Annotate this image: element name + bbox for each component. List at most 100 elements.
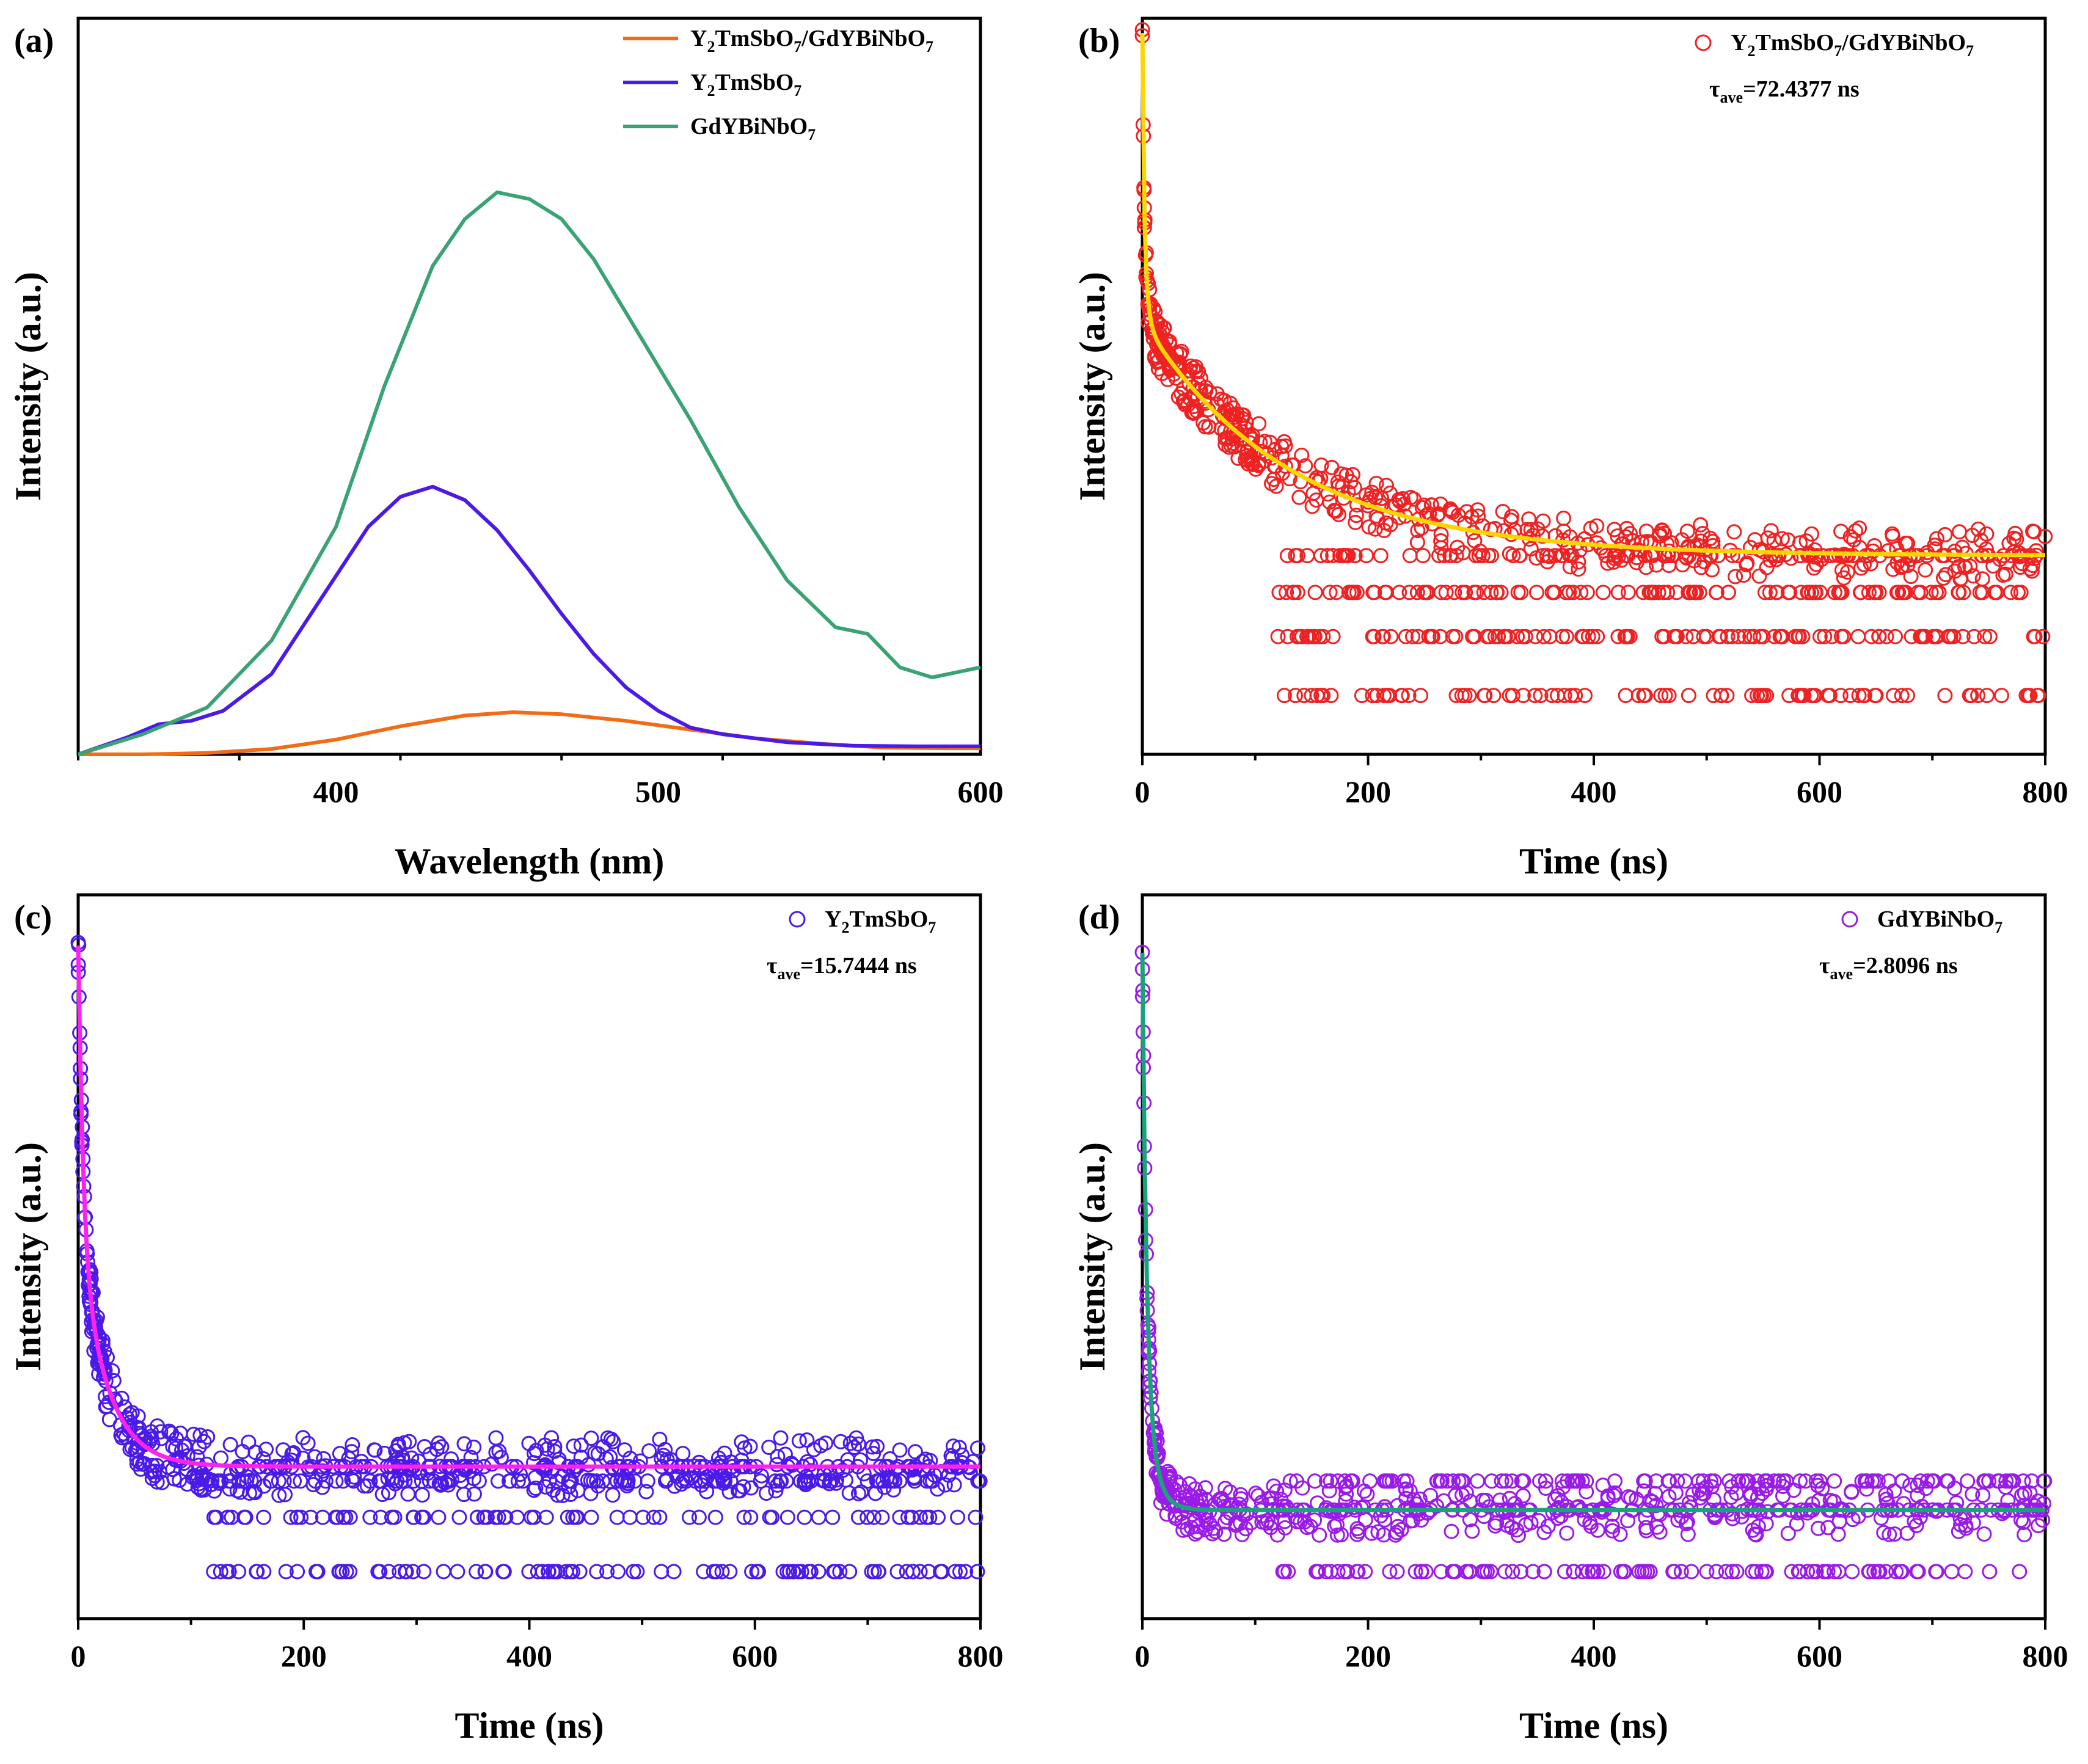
decay-point: [1651, 585, 1666, 600]
decay-point: [2014, 1487, 2030, 1503]
decay-point: [1574, 1473, 1590, 1489]
decay-point: [1202, 384, 1217, 400]
decay-point: [794, 1564, 809, 1580]
decay-point: [682, 1509, 697, 1525]
decay-point: [1197, 1480, 1213, 1496]
decay-point: [1987, 585, 2002, 600]
x-tick-label: 400: [313, 774, 359, 809]
x-axis-label: Time (ns): [1519, 841, 1668, 881]
decay-point: [1774, 531, 1790, 547]
decay-point: [1555, 548, 1571, 564]
decay-point: [1751, 1481, 1767, 1496]
decay-point: [342, 1564, 358, 1580]
decay-point: [405, 1564, 421, 1580]
decay-point: [1796, 688, 1812, 704]
decay-point: [1653, 688, 1669, 704]
decay-point: [401, 1434, 417, 1449]
decay-point: [1792, 1564, 1808, 1580]
decay-point: [1842, 688, 1858, 704]
decay-point: [1525, 528, 1541, 544]
decay-point: [1217, 431, 1233, 446]
decay-point: [1197, 393, 1213, 409]
decay-point: [1893, 559, 1909, 575]
decay-point: [1288, 548, 1304, 564]
decay-point: [1868, 585, 1884, 600]
decay-point: [372, 1564, 388, 1580]
decay-point: [451, 1509, 467, 1525]
decay-point: [635, 1509, 651, 1525]
decay-point: [1808, 585, 1823, 600]
decay-point: [853, 1484, 869, 1500]
decay-point: [1410, 629, 1426, 644]
decay-point: [599, 1564, 615, 1580]
decay-point: [1751, 568, 1767, 584]
decay-point: [1944, 1564, 1960, 1580]
decay-point: [1350, 1564, 1366, 1580]
decay-point: [1605, 1523, 1620, 1539]
decay-point: [871, 1473, 887, 1489]
decay-point: [1159, 1490, 1175, 1506]
decay-point: [851, 1485, 866, 1501]
decay-point: [1729, 1564, 1745, 1580]
decay-point: [1781, 688, 1797, 704]
decay-point: [1529, 585, 1544, 600]
decay-point: [1544, 688, 1560, 704]
decay-point: [1791, 629, 1807, 644]
decay-point: [307, 1449, 323, 1465]
decay-point: [1467, 629, 1483, 644]
decay-point: [921, 1564, 936, 1580]
decay-point: [952, 1564, 968, 1580]
decay-point: [1579, 585, 1595, 600]
decay-point: [847, 1440, 862, 1455]
decay-point: [1836, 570, 1852, 586]
decay-point: [1803, 688, 1819, 704]
decay-point: [101, 1412, 117, 1427]
decay-point: [1279, 585, 1294, 600]
decay-point: [1763, 523, 1779, 539]
decay-point: [1289, 1514, 1305, 1529]
decay-point: [1517, 629, 1533, 644]
decay-point: [256, 1509, 272, 1525]
decay-point: [1528, 550, 1544, 566]
decay-point: [1505, 688, 1520, 704]
decay-point: [1678, 629, 1694, 644]
decay-point: [547, 1564, 563, 1580]
decay-point: [922, 1509, 938, 1525]
decay-point: [563, 1473, 579, 1489]
legend-entry: GdYBiNbO7: [1877, 906, 2002, 936]
decay-point: [1910, 1478, 1926, 1493]
decay-point: [386, 1470, 402, 1486]
decay-point: [1706, 688, 1721, 704]
decay-point: [569, 1509, 585, 1525]
decay-point: [1483, 522, 1498, 538]
decay-point: [376, 1445, 392, 1461]
decay-point: [892, 1473, 908, 1489]
x-tick-label: 600: [1797, 774, 1842, 809]
decay-point: [1569, 1500, 1585, 1515]
decay-point: [1418, 1564, 1434, 1580]
decay-point: [1301, 629, 1316, 644]
decay-point: [1728, 569, 1743, 585]
decay-point: [1730, 548, 1746, 564]
decay-point: [1261, 1490, 1277, 1506]
decay-point: [1398, 629, 1414, 644]
decay-point: [1221, 439, 1237, 455]
decay-point: [1535, 548, 1550, 564]
decay-point: [2022, 561, 2038, 577]
panel-label: (a): [14, 22, 54, 60]
decay-point: [1666, 1564, 1682, 1580]
decay-point: [1604, 1518, 1620, 1534]
decay-point: [842, 1564, 858, 1580]
decay-point: [2013, 1512, 2029, 1528]
decay-point: [1307, 1473, 1323, 1489]
panel-a: 400 500 600 Wavelength (nm) Intensity (a.u.)…: [8, 16, 1004, 881]
decay-point: [1574, 1564, 1590, 1580]
decay-point: [1378, 1473, 1394, 1489]
decay-point: [406, 1509, 422, 1525]
decay-point: [1271, 585, 1287, 600]
decay-point: [1657, 688, 1673, 704]
decay-point: [717, 1473, 733, 1489]
decay-point: [1833, 629, 1849, 644]
decay-point: [1820, 1520, 1836, 1536]
